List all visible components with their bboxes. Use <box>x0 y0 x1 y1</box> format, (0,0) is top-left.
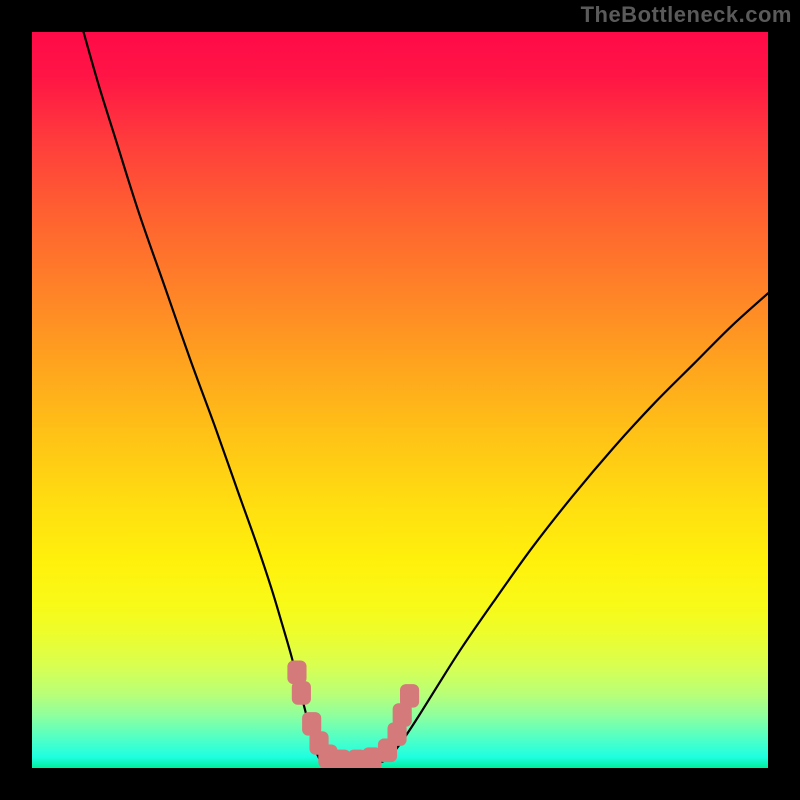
marker-point <box>287 661 306 685</box>
marker-point <box>400 684 419 708</box>
chart-stage: TheBottleneck.com <box>0 0 800 800</box>
marker-point <box>292 681 311 705</box>
bottleneck-chart-svg <box>0 0 800 800</box>
